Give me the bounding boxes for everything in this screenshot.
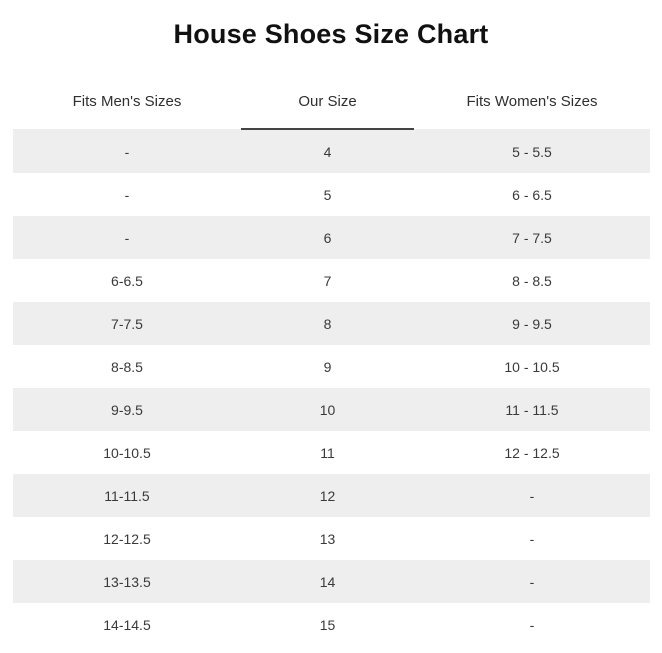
cell-womens-size: 5 - 5.5 — [414, 129, 650, 173]
table-row: 6-6.5 7 8 - 8.5 — [13, 259, 650, 302]
cell-womens-size: - — [414, 603, 650, 646]
page-title: House Shoes Size Chart — [173, 19, 489, 49]
cell-our-size: 13 — [241, 517, 414, 560]
cell-womens-size: 7 - 7.5 — [414, 216, 650, 259]
cell-womens-size: - — [414, 517, 650, 560]
cell-our-size: 7 — [241, 259, 414, 302]
table-row: - 6 7 - 7.5 — [13, 216, 650, 259]
cell-mens-size: - — [13, 129, 241, 173]
cell-womens-size: 11 - 11.5 — [414, 388, 650, 431]
cell-our-size: 10 — [241, 388, 414, 431]
cell-our-size: 4 — [241, 129, 414, 173]
cell-womens-size: 6 - 6.5 — [414, 173, 650, 216]
cell-mens-size: - — [13, 216, 241, 259]
table-row: - 4 5 - 5.5 — [13, 129, 650, 173]
cell-mens-size: 12-12.5 — [13, 517, 241, 560]
cell-our-size: 5 — [241, 173, 414, 216]
column-header-our-size: Our Size — [241, 74, 414, 130]
table-header: Fits Men's Sizes Our Size Fits Women's S… — [13, 74, 650, 130]
cell-mens-size: 13-13.5 — [13, 560, 241, 603]
table-row: 7-7.5 8 9 - 9.5 — [13, 302, 650, 345]
cell-womens-size: - — [414, 474, 650, 517]
cell-our-size: 12 — [241, 474, 414, 517]
size-chart-table: Fits Men's Sizes Our Size Fits Women's S… — [13, 74, 650, 646]
cell-our-size: 14 — [241, 560, 414, 603]
cell-our-size: 9 — [241, 345, 414, 388]
cell-womens-size: 10 - 10.5 — [414, 345, 650, 388]
cell-our-size: 6 — [241, 216, 414, 259]
cell-mens-size: 9-9.5 — [13, 388, 241, 431]
table-row: 11-11.5 12 - — [13, 474, 650, 517]
cell-mens-size: 14-14.5 — [13, 603, 241, 646]
cell-mens-size: - — [13, 173, 241, 216]
cell-womens-size: 12 - 12.5 — [414, 431, 650, 474]
column-header-mens-sizes: Fits Men's Sizes — [13, 74, 241, 129]
table-row: 8-8.5 9 10 - 10.5 — [13, 345, 650, 388]
cell-womens-size: 9 - 9.5 — [414, 302, 650, 345]
cell-mens-size: 10-10.5 — [13, 431, 241, 474]
cell-our-size: 11 — [241, 431, 414, 474]
table-row: 12-12.5 13 - — [13, 517, 650, 560]
table-body: - 4 5 - 5.5 - 5 6 - 6.5 - 6 7 - 7.5 6-6.… — [13, 129, 650, 646]
table-row: - 5 6 - 6.5 — [13, 173, 650, 216]
cell-mens-size: 6-6.5 — [13, 259, 241, 302]
cell-womens-size: 8 - 8.5 — [414, 259, 650, 302]
table-row: 9-9.5 10 11 - 11.5 — [13, 388, 650, 431]
table-row: 10-10.5 11 12 - 12.5 — [13, 431, 650, 474]
cell-mens-size: 7-7.5 — [13, 302, 241, 345]
table-header-row: Fits Men's Sizes Our Size Fits Women's S… — [13, 74, 650, 130]
column-header-womens-sizes: Fits Women's Sizes — [414, 74, 650, 129]
cell-mens-size: 11-11.5 — [13, 474, 241, 517]
cell-our-size: 15 — [241, 603, 414, 646]
cell-womens-size: - — [414, 560, 650, 603]
table-row: 13-13.5 14 - — [13, 560, 650, 603]
cell-mens-size: 8-8.5 — [13, 345, 241, 388]
table-row: 14-14.5 15 - — [13, 603, 650, 646]
cell-our-size: 8 — [241, 302, 414, 345]
